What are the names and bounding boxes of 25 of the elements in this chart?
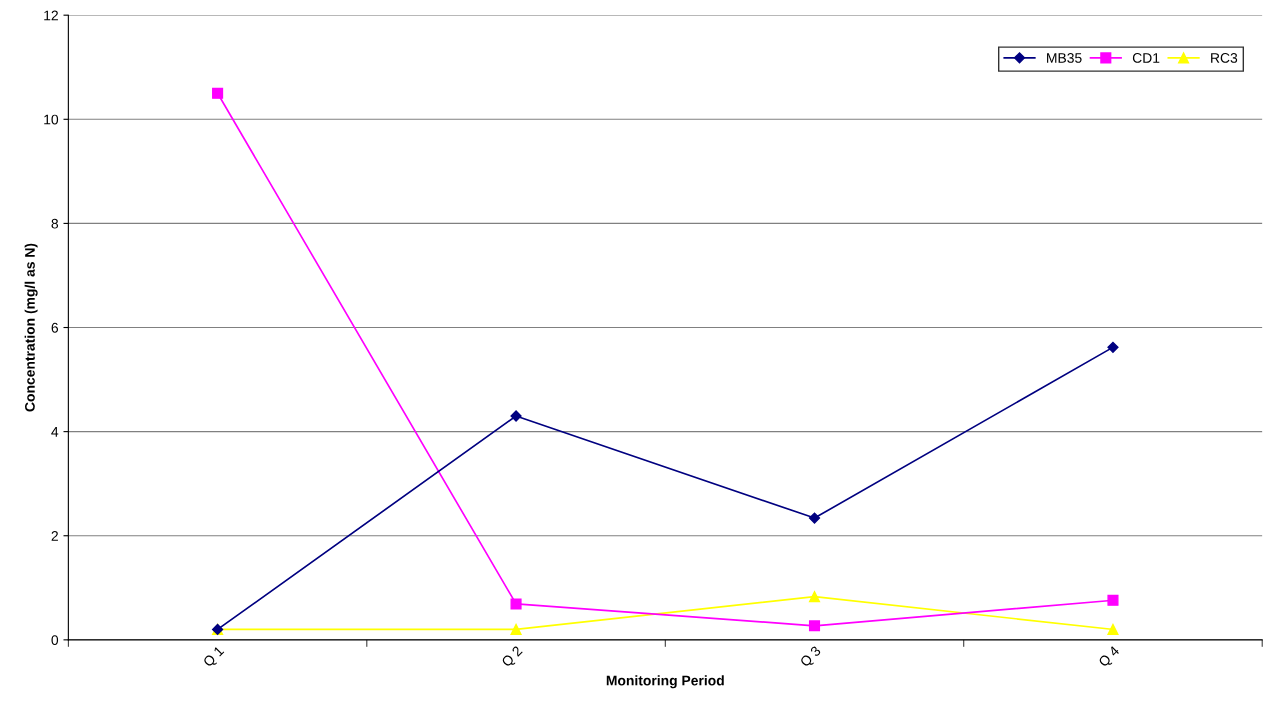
x-tick-label: Q 1 — [202, 645, 227, 670]
y-tick-label: 0 — [51, 635, 59, 646]
y-axis-title: Concentration (mg/l as N) — [24, 243, 38, 412]
x-tick-label: Q 4 — [1097, 645, 1122, 670]
x-axis-title: Monitoring Period — [606, 675, 724, 689]
y-tick-label: 10 — [44, 114, 59, 125]
point — [1107, 341, 1119, 353]
point — [510, 623, 522, 636]
point — [808, 591, 821, 603]
y-tick-label: 4 — [51, 427, 59, 437]
point — [212, 87, 224, 99]
legend-label: CD1 — [1132, 53, 1160, 63]
point — [510, 598, 522, 610]
legend-label: RC3 — [1211, 53, 1238, 63]
point — [808, 512, 821, 524]
y-tick-label: 12 — [44, 10, 58, 21]
point — [808, 620, 821, 632]
y-tick-label: 6 — [51, 322, 59, 333]
point — [1107, 623, 1119, 636]
y-tick-label: 8 — [51, 218, 59, 229]
legend-label: MB35 — [1047, 53, 1082, 63]
y-tick-label: 2 — [51, 531, 58, 541]
x-tick-label: Q 3 — [799, 645, 824, 670]
x-tick-label: Q 2 — [500, 645, 525, 670]
point — [1107, 594, 1119, 606]
